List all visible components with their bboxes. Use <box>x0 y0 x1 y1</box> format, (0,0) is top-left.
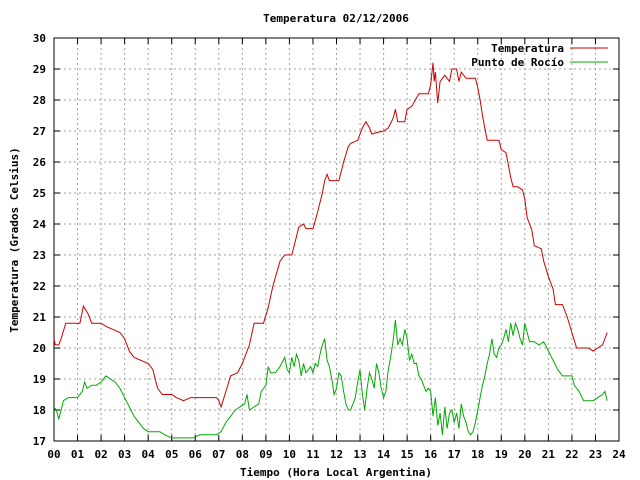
x-tick-label: 06 <box>189 448 203 461</box>
y-tick-label: 29 <box>33 63 46 76</box>
x-tick-label: 20 <box>518 448 531 461</box>
y-tick-label: 27 <box>33 125 46 138</box>
x-tick-label: 13 <box>353 448 366 461</box>
x-tick-label: 24 <box>612 448 626 461</box>
chart-title: Temperatura 02/12/2006 <box>263 12 409 25</box>
y-tick-label: 26 <box>33 156 47 169</box>
x-tick-label: 12 <box>330 448 343 461</box>
x-tick-label: 18 <box>471 448 484 461</box>
y-tick-label: 20 <box>33 342 46 355</box>
x-tick-label: 00 <box>47 448 60 461</box>
y-tick-label: 19 <box>33 373 46 386</box>
x-tick-label: 04 <box>142 448 156 461</box>
x-tick-label: 23 <box>589 448 602 461</box>
x-tick-label: 09 <box>259 448 272 461</box>
y-tick-label: 22 <box>33 280 46 293</box>
series-line-1 <box>53 320 608 439</box>
y-tick-label: 25 <box>33 187 46 200</box>
y-tick-label: 21 <box>33 311 47 324</box>
y-tick-label: 28 <box>33 94 46 107</box>
x-tick-label: 16 <box>424 448 438 461</box>
x-tick-label: 14 <box>377 448 391 461</box>
x-tick-label: 07 <box>212 448 225 461</box>
series-line-0 <box>53 62 608 409</box>
y-axis-label: Temperatura (Grados Celsius) <box>8 147 21 332</box>
x-tick-label: 17 <box>448 448 461 461</box>
series-lines <box>53 62 608 439</box>
axis-ticks: 00 01 02 03 04 05 06 07 08 09 10 11 12 13 14 15 16 17 18 19… <box>33 32 626 461</box>
x-tick-label: 15 <box>401 448 414 461</box>
y-tick-label: 23 <box>33 249 46 262</box>
legend: Temperatura Punto de Rocío <box>471 42 608 69</box>
legend-label-punto-de-rocio: Punto de Rocío <box>471 56 564 69</box>
legend-label-temperatura: Temperatura <box>491 42 564 55</box>
x-tick-label: 21 <box>542 448 556 461</box>
x-tick-label: 03 <box>118 448 131 461</box>
y-tick-label: 30 <box>33 32 46 45</box>
grid <box>54 38 619 441</box>
y-tick-label: 24 <box>33 218 47 231</box>
x-tick-label: 02 <box>94 448 107 461</box>
x-tick-label: 11 <box>306 448 320 461</box>
x-tick-label: 19 <box>495 448 508 461</box>
x-tick-label: 01 <box>71 448 85 461</box>
x-axis-label: Tiempo (Hora Local Argentina) <box>240 466 432 479</box>
y-tick-label: 18 <box>33 404 46 417</box>
x-tick-label: 08 <box>236 448 249 461</box>
y-tick-label: 17 <box>33 435 46 448</box>
x-tick-label: 10 <box>283 448 296 461</box>
x-tick-label: 05 <box>165 448 178 461</box>
x-tick-label: 22 <box>565 448 578 461</box>
